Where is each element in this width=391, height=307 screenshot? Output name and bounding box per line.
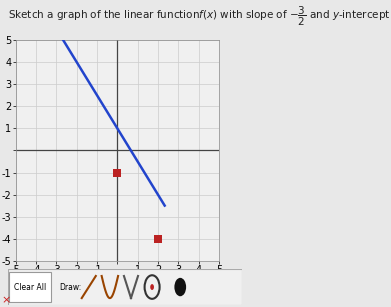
Point — [114, 170, 120, 175]
Circle shape — [174, 278, 186, 296]
Text: ×: × — [2, 295, 11, 305]
FancyBboxPatch shape — [8, 269, 242, 305]
Point — [155, 236, 161, 241]
Text: Clear All: Clear All — [14, 282, 46, 292]
Circle shape — [150, 284, 154, 290]
Text: Sketch a graph of the linear function$f(x)$ with slope of $-\dfrac{3}{2}$ and $y: Sketch a graph of the linear function$f(… — [8, 4, 391, 28]
Text: Draw:: Draw: — [59, 282, 82, 292]
FancyBboxPatch shape — [9, 272, 51, 302]
